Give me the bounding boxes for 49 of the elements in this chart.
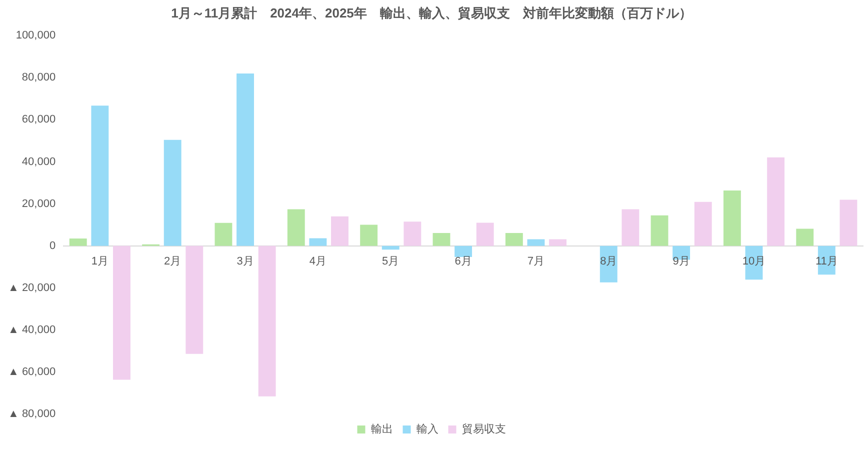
x-tick-label: 8月 [600,255,618,268]
legend-label: 貿易収支 [462,422,506,436]
bar [186,246,204,354]
bar [723,190,741,246]
bar [650,215,668,246]
bar [382,246,400,250]
bar [549,239,566,246]
x-tick-label: 4月 [309,255,327,268]
x-tick-label: 1月 [91,255,108,268]
legend-label: 輸出 [370,422,393,436]
bar [454,246,472,257]
y-tick-label: ▲ 40,000 [8,324,56,336]
y-tick-label: 40,000 [22,156,56,168]
chart-title: 1月～11月累計 2024年、2025年 輸出、輸入、貿易収支 対前年比変動額（百万ドル） [171,5,692,20]
bar [432,233,450,246]
bar [840,200,858,246]
bar [331,216,348,246]
bar [505,233,523,246]
bar [360,224,378,246]
x-tick-label: 2月 [164,255,182,268]
bar [287,209,305,246]
x-tick-label: 5月 [382,255,400,268]
bar [796,228,814,246]
bar [694,202,712,246]
y-tick-label: 20,000 [22,198,56,210]
y-tick-label: 0 [49,240,56,252]
bar [258,246,276,396]
bar [164,140,182,246]
bar [214,222,232,246]
x-tick-label: 3月 [236,255,254,268]
bar [527,239,545,246]
y-tick-label: ▲ 20,000 [8,282,56,294]
bar [404,222,422,246]
legend-label: 輸入 [416,422,438,436]
bar [767,157,785,246]
y-tick-label: ▲ 60,000 [8,366,56,378]
x-tick-label: 6月 [454,255,472,268]
bar [69,238,87,246]
bar [113,246,130,380]
bar [236,73,254,246]
bar [622,209,640,246]
bar [91,106,109,246]
bar [476,222,494,246]
bar [309,238,327,246]
x-tick-label: 7月 [527,255,545,268]
y-tick-label: ▲ 80,000 [8,408,56,420]
y-tick-label: 100,000 [16,30,56,42]
y-tick-label: 80,000 [22,72,56,84]
y-tick-label: 60,000 [22,114,56,126]
